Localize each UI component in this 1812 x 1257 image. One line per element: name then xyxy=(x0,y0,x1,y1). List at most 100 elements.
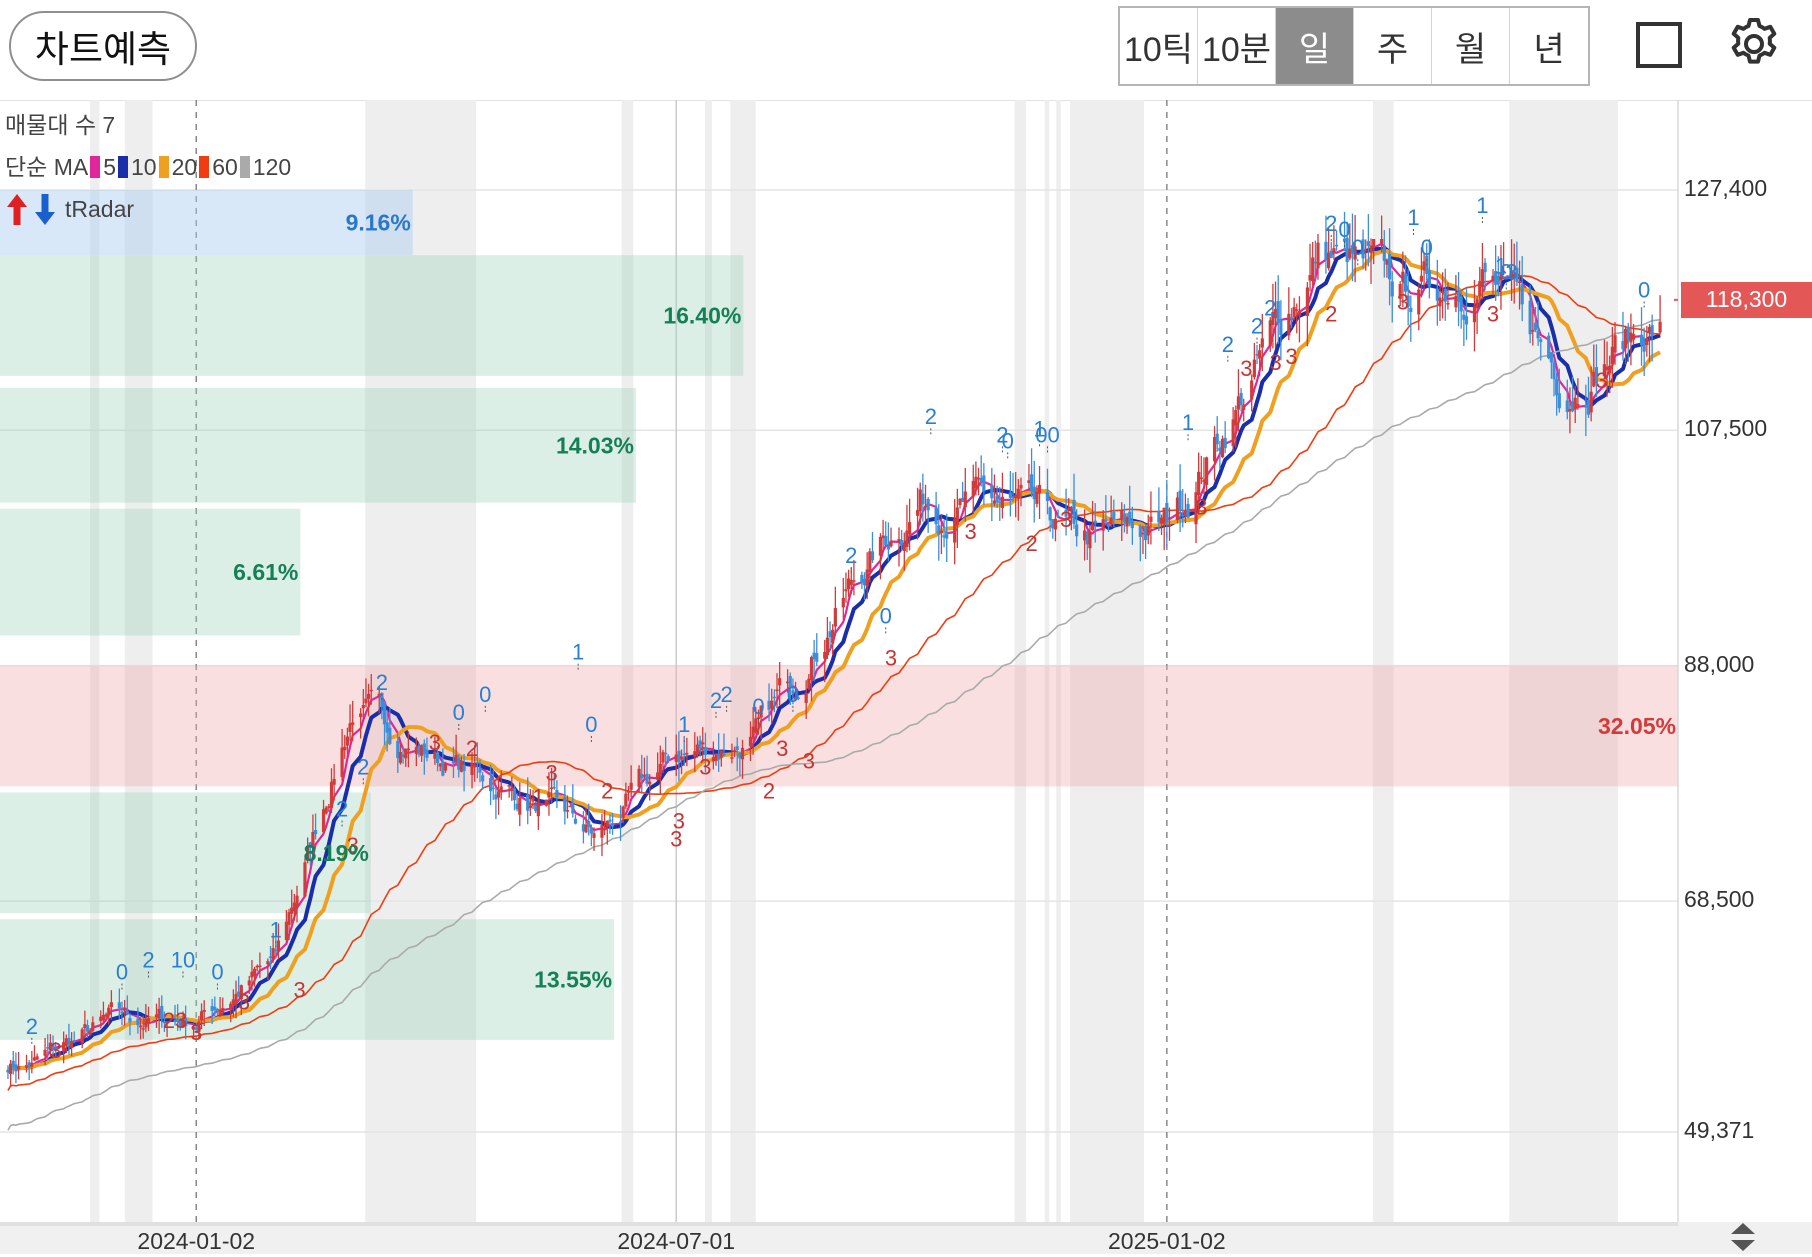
candle-body xyxy=(435,752,440,764)
candle-body xyxy=(1234,410,1238,426)
candle-body xyxy=(828,631,832,637)
signal-marker: 1 xyxy=(1495,253,1507,278)
candle-body xyxy=(494,794,498,800)
candle-body xyxy=(16,1066,21,1070)
candle-body xyxy=(1205,457,1209,485)
candle-body xyxy=(1539,339,1543,342)
candle-body xyxy=(1194,492,1198,525)
candle-body xyxy=(775,689,779,692)
axis-scroll-arrows-icon[interactable] xyxy=(1730,1222,1756,1252)
gear-icon[interactable] xyxy=(1726,16,1782,72)
candle-body xyxy=(210,1006,214,1011)
candle-body xyxy=(544,799,548,806)
candle-body xyxy=(915,510,920,516)
candle-body xyxy=(1586,399,1591,415)
period-selector: 10틱 10분 일 주 월 년 xyxy=(1118,6,1590,86)
signal-marker: 2 xyxy=(720,682,732,707)
period-tab[interactable]: 10분 xyxy=(1198,8,1276,84)
signal-marker: 1 xyxy=(1182,410,1194,435)
signal-marker: 3 xyxy=(776,736,788,761)
candle-body xyxy=(1610,346,1614,365)
period-tab[interactable]: 일 xyxy=(1276,8,1354,84)
candle-body xyxy=(1141,532,1145,535)
period-tab[interactable]: 10틱 xyxy=(1120,8,1198,84)
candle-body xyxy=(717,754,721,760)
candle-body xyxy=(351,722,355,725)
signal-marker: 0 xyxy=(1002,428,1014,453)
candle-body xyxy=(1239,392,1243,406)
ma-legend[interactable]: 단순 MA 5 10 20 60 120 xyxy=(5,146,291,188)
signal-marker: 3 xyxy=(1240,356,1252,381)
period-tab[interactable]: 년 xyxy=(1533,30,1565,69)
candle-body xyxy=(32,1057,37,1061)
candle-body xyxy=(1631,334,1636,340)
candle-body xyxy=(547,792,551,798)
candle-body xyxy=(518,798,522,815)
volume-profile-legend[interactable]: 매물대 수 7 xyxy=(5,104,291,146)
candle-body xyxy=(462,764,466,771)
updown-arrows-icon xyxy=(5,192,59,226)
candle-body xyxy=(1592,371,1596,387)
candle-body xyxy=(1629,332,1633,343)
candle-body xyxy=(146,1018,151,1023)
candle-body xyxy=(1380,239,1384,244)
candle-body xyxy=(1483,262,1487,273)
candle-body xyxy=(1242,404,1246,410)
candle-body xyxy=(605,820,609,827)
candle-body xyxy=(1602,364,1606,377)
candle-body xyxy=(759,705,763,718)
candle-body xyxy=(443,763,448,771)
period-tab[interactable]: 월 xyxy=(1432,8,1510,84)
candle-body xyxy=(666,756,670,761)
candle-body xyxy=(1658,321,1662,333)
signal-marker: 3 xyxy=(1285,344,1297,369)
candle-body xyxy=(83,1024,87,1029)
candle-body xyxy=(361,705,365,709)
candle-body xyxy=(162,1021,167,1024)
candle-body xyxy=(247,980,251,986)
candle-body xyxy=(173,1020,177,1022)
candle-body xyxy=(926,498,930,511)
chart-predict-button[interactable]: 차트예측 xyxy=(9,11,197,81)
candle-body xyxy=(1605,366,1609,371)
candle-body xyxy=(1231,419,1235,447)
signal-marker: 3 xyxy=(803,748,815,773)
candle-body xyxy=(1316,242,1320,269)
candle-body xyxy=(526,794,530,811)
candle-body xyxy=(250,971,254,978)
candle-body xyxy=(234,993,238,1004)
candle-body xyxy=(1162,507,1166,524)
candle-body xyxy=(1520,284,1524,305)
signal-marker: 3 xyxy=(545,760,557,785)
candle-body xyxy=(732,750,737,753)
ma-line xyxy=(7,319,1661,1131)
candle-body xyxy=(1295,309,1299,311)
session-band xyxy=(90,100,100,1222)
current-price-tag: 118,300 xyxy=(1681,281,1812,318)
candle-body xyxy=(104,1014,108,1017)
candle-body xyxy=(1642,340,1646,352)
candle-body xyxy=(1366,241,1370,246)
candle-body xyxy=(1536,330,1540,339)
candle-body xyxy=(404,748,408,759)
candle-body xyxy=(1287,313,1291,336)
candle-body xyxy=(258,965,262,967)
candle-body xyxy=(1364,249,1368,252)
session-band xyxy=(1014,100,1027,1222)
ma-period-label: 20 xyxy=(171,154,198,180)
candle-body xyxy=(679,756,684,760)
candle-body xyxy=(80,1029,84,1044)
candle-body xyxy=(1016,488,1020,499)
period-tab[interactable]: 주 xyxy=(1354,8,1432,84)
radar-legend[interactable]: tRadar xyxy=(5,188,291,230)
signal-marker: 0 xyxy=(1638,277,1650,302)
signal-marker: 3 xyxy=(964,519,976,544)
volume-profile-label: 매물대 수 7 xyxy=(5,112,116,138)
candle-body xyxy=(165,1021,169,1024)
signal-marker: 3 xyxy=(1487,302,1499,327)
fullscreen-square-icon[interactable] xyxy=(1636,22,1682,68)
candle-body xyxy=(1626,326,1630,340)
signal-marker: 1 xyxy=(572,640,584,665)
signal-marker: 0 xyxy=(1500,259,1512,284)
